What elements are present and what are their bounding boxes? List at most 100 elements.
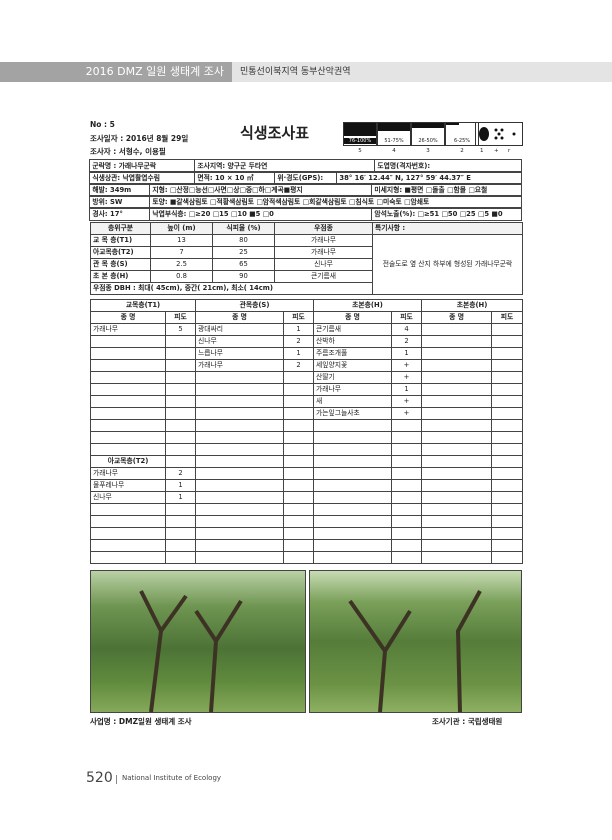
- species-row: [90, 527, 524, 540]
- empty-cell: [421, 479, 493, 492]
- layer-cell: 0.8: [150, 270, 213, 283]
- empty-cell: [390, 467, 423, 480]
- species-cell: 아교목층(T2): [90, 455, 166, 468]
- species-row: 신나무 2 산박하 2: [90, 335, 524, 348]
- layer-cell: 교 목 층(T1): [90, 234, 151, 247]
- empty-cell: [313, 503, 392, 516]
- species-cell: 가는잎그늘사초: [313, 407, 392, 420]
- empty-cell: [90, 335, 166, 348]
- empty-cell: [491, 347, 524, 360]
- empty-cell: [491, 323, 524, 336]
- empty-cell: [90, 443, 166, 456]
- empty-cell: [390, 431, 423, 444]
- empty-cell: [491, 371, 524, 384]
- empty-cell: [283, 467, 314, 480]
- empty-cell: [421, 551, 493, 564]
- species-row: 산딸기 +: [90, 371, 524, 384]
- empty-cell: [421, 443, 493, 456]
- empty-cell: [90, 371, 166, 384]
- empty-cell: [390, 539, 423, 552]
- icon: [479, 127, 489, 141]
- empty-cell: [195, 467, 284, 480]
- empty-cell: [491, 419, 524, 432]
- empty-cell: [313, 551, 392, 564]
- layer-cell: 65: [212, 258, 275, 271]
- layer-cell: 7: [150, 246, 213, 259]
- empty-cell: [421, 503, 493, 516]
- empty-cell: [390, 515, 423, 528]
- layer-cell: 13: [150, 234, 213, 247]
- empty-cell: [165, 347, 196, 360]
- species-cell: 1: [390, 383, 423, 396]
- empty-cell: [90, 503, 166, 516]
- empty-cell: [90, 383, 166, 396]
- empty-cell: [283, 395, 314, 408]
- layer-cell: 80: [212, 234, 275, 247]
- empty-cell: [421, 407, 493, 420]
- species-row: 가는잎그늘사초 +: [90, 407, 524, 420]
- empty-cell: [390, 551, 423, 564]
- species-row: 새 +: [90, 395, 524, 408]
- species-subheader-row: 종 명 피도 종 명 피도 종 명 피도 종 명 피도: [90, 311, 524, 324]
- cover-class: 2: [460, 148, 464, 154]
- empty-cell: [390, 503, 423, 516]
- empty-cell: [421, 455, 493, 468]
- layer-row: 교 목 층(T1) 13 80 가래나무 전술도로 옆 산지 하부에 형성된 가래나무군…: [90, 234, 523, 295]
- species-cell: 1: [165, 491, 196, 504]
- separator: [116, 775, 117, 784]
- cover-box: 6-25%: [445, 122, 479, 146]
- site-row: 경사: 17° 낙엽부식층: □≥20 □15 □10 ■5 □0 암석노출(%):…: [89, 207, 522, 221]
- species-row: 가래나무 2: [90, 467, 524, 480]
- empty-cell: [195, 479, 284, 492]
- empty-cell: [491, 527, 524, 540]
- empty-cell: [491, 491, 524, 504]
- species-header-row: 교목층(T1) 관목층(S) 초본층(H) 초본층(H): [90, 299, 524, 312]
- empty-cell: [195, 455, 284, 468]
- species-cell: 느릅나무: [195, 347, 284, 360]
- empty-cell: [283, 491, 314, 504]
- empty-cell: [491, 479, 524, 492]
- species-subheader: 종 명: [90, 311, 166, 324]
- empty-cell: [165, 419, 196, 432]
- layer-header: 층위구분: [90, 222, 151, 235]
- site-cell: 낙엽부식층: □≥20 □15 □10 ■5 □0: [149, 207, 372, 221]
- empty-cell: [491, 395, 524, 408]
- empty-cell: [390, 527, 423, 540]
- species-row: 가래나무 2 세잎양지꽃 +: [90, 359, 524, 372]
- species-header: 초본층(H): [421, 299, 524, 312]
- empty-cell: [421, 383, 493, 396]
- species-row: 가래나무 1: [90, 383, 524, 396]
- empty-cell: [491, 467, 524, 480]
- form-title: 식생조사표: [240, 124, 310, 142]
- cover-extra-label: 1: [480, 148, 484, 154]
- species-cell: +: [390, 407, 423, 420]
- empty-cell: [165, 515, 196, 528]
- empty-cell: [491, 359, 524, 372]
- empty-cell: [283, 419, 314, 432]
- cover-extra-label: +: [494, 148, 499, 154]
- species-header: 초본층(H): [312, 299, 423, 312]
- dbh-row: 우점종 DBH : 최대( 45cm), 중간( 21cm), 최소( 14cm…: [90, 282, 523, 295]
- species-row: [90, 443, 524, 456]
- empty-cell: [283, 515, 314, 528]
- layer-header-row: 층위구분 높이 (m) 식피율 (%) 우점종 특기사항 :: [90, 222, 523, 235]
- empty-cell: [195, 527, 284, 540]
- species-cell: 1: [165, 479, 196, 492]
- species-row: [90, 419, 524, 432]
- species-subheader: 종 명: [313, 311, 392, 324]
- species-subheader: 종 명: [421, 311, 493, 324]
- empty-cell: [195, 407, 284, 420]
- empty-cell: [195, 383, 284, 396]
- project: 사업명 : DMZ일원 생태계 조사: [90, 717, 192, 726]
- cover-fill: [446, 123, 459, 125]
- empty-cell: [283, 383, 314, 396]
- photo-right-art: [348, 590, 482, 713]
- site-cell: 경사: 17°: [89, 207, 150, 221]
- species-subheader: 피도: [165, 311, 196, 324]
- empty-cell: [491, 515, 524, 528]
- species-cell: 1: [283, 323, 314, 336]
- region: 민통선이북지역 동부산악권역: [240, 67, 351, 77]
- species-cell: 4: [390, 323, 423, 336]
- species-cell: 새: [313, 395, 392, 408]
